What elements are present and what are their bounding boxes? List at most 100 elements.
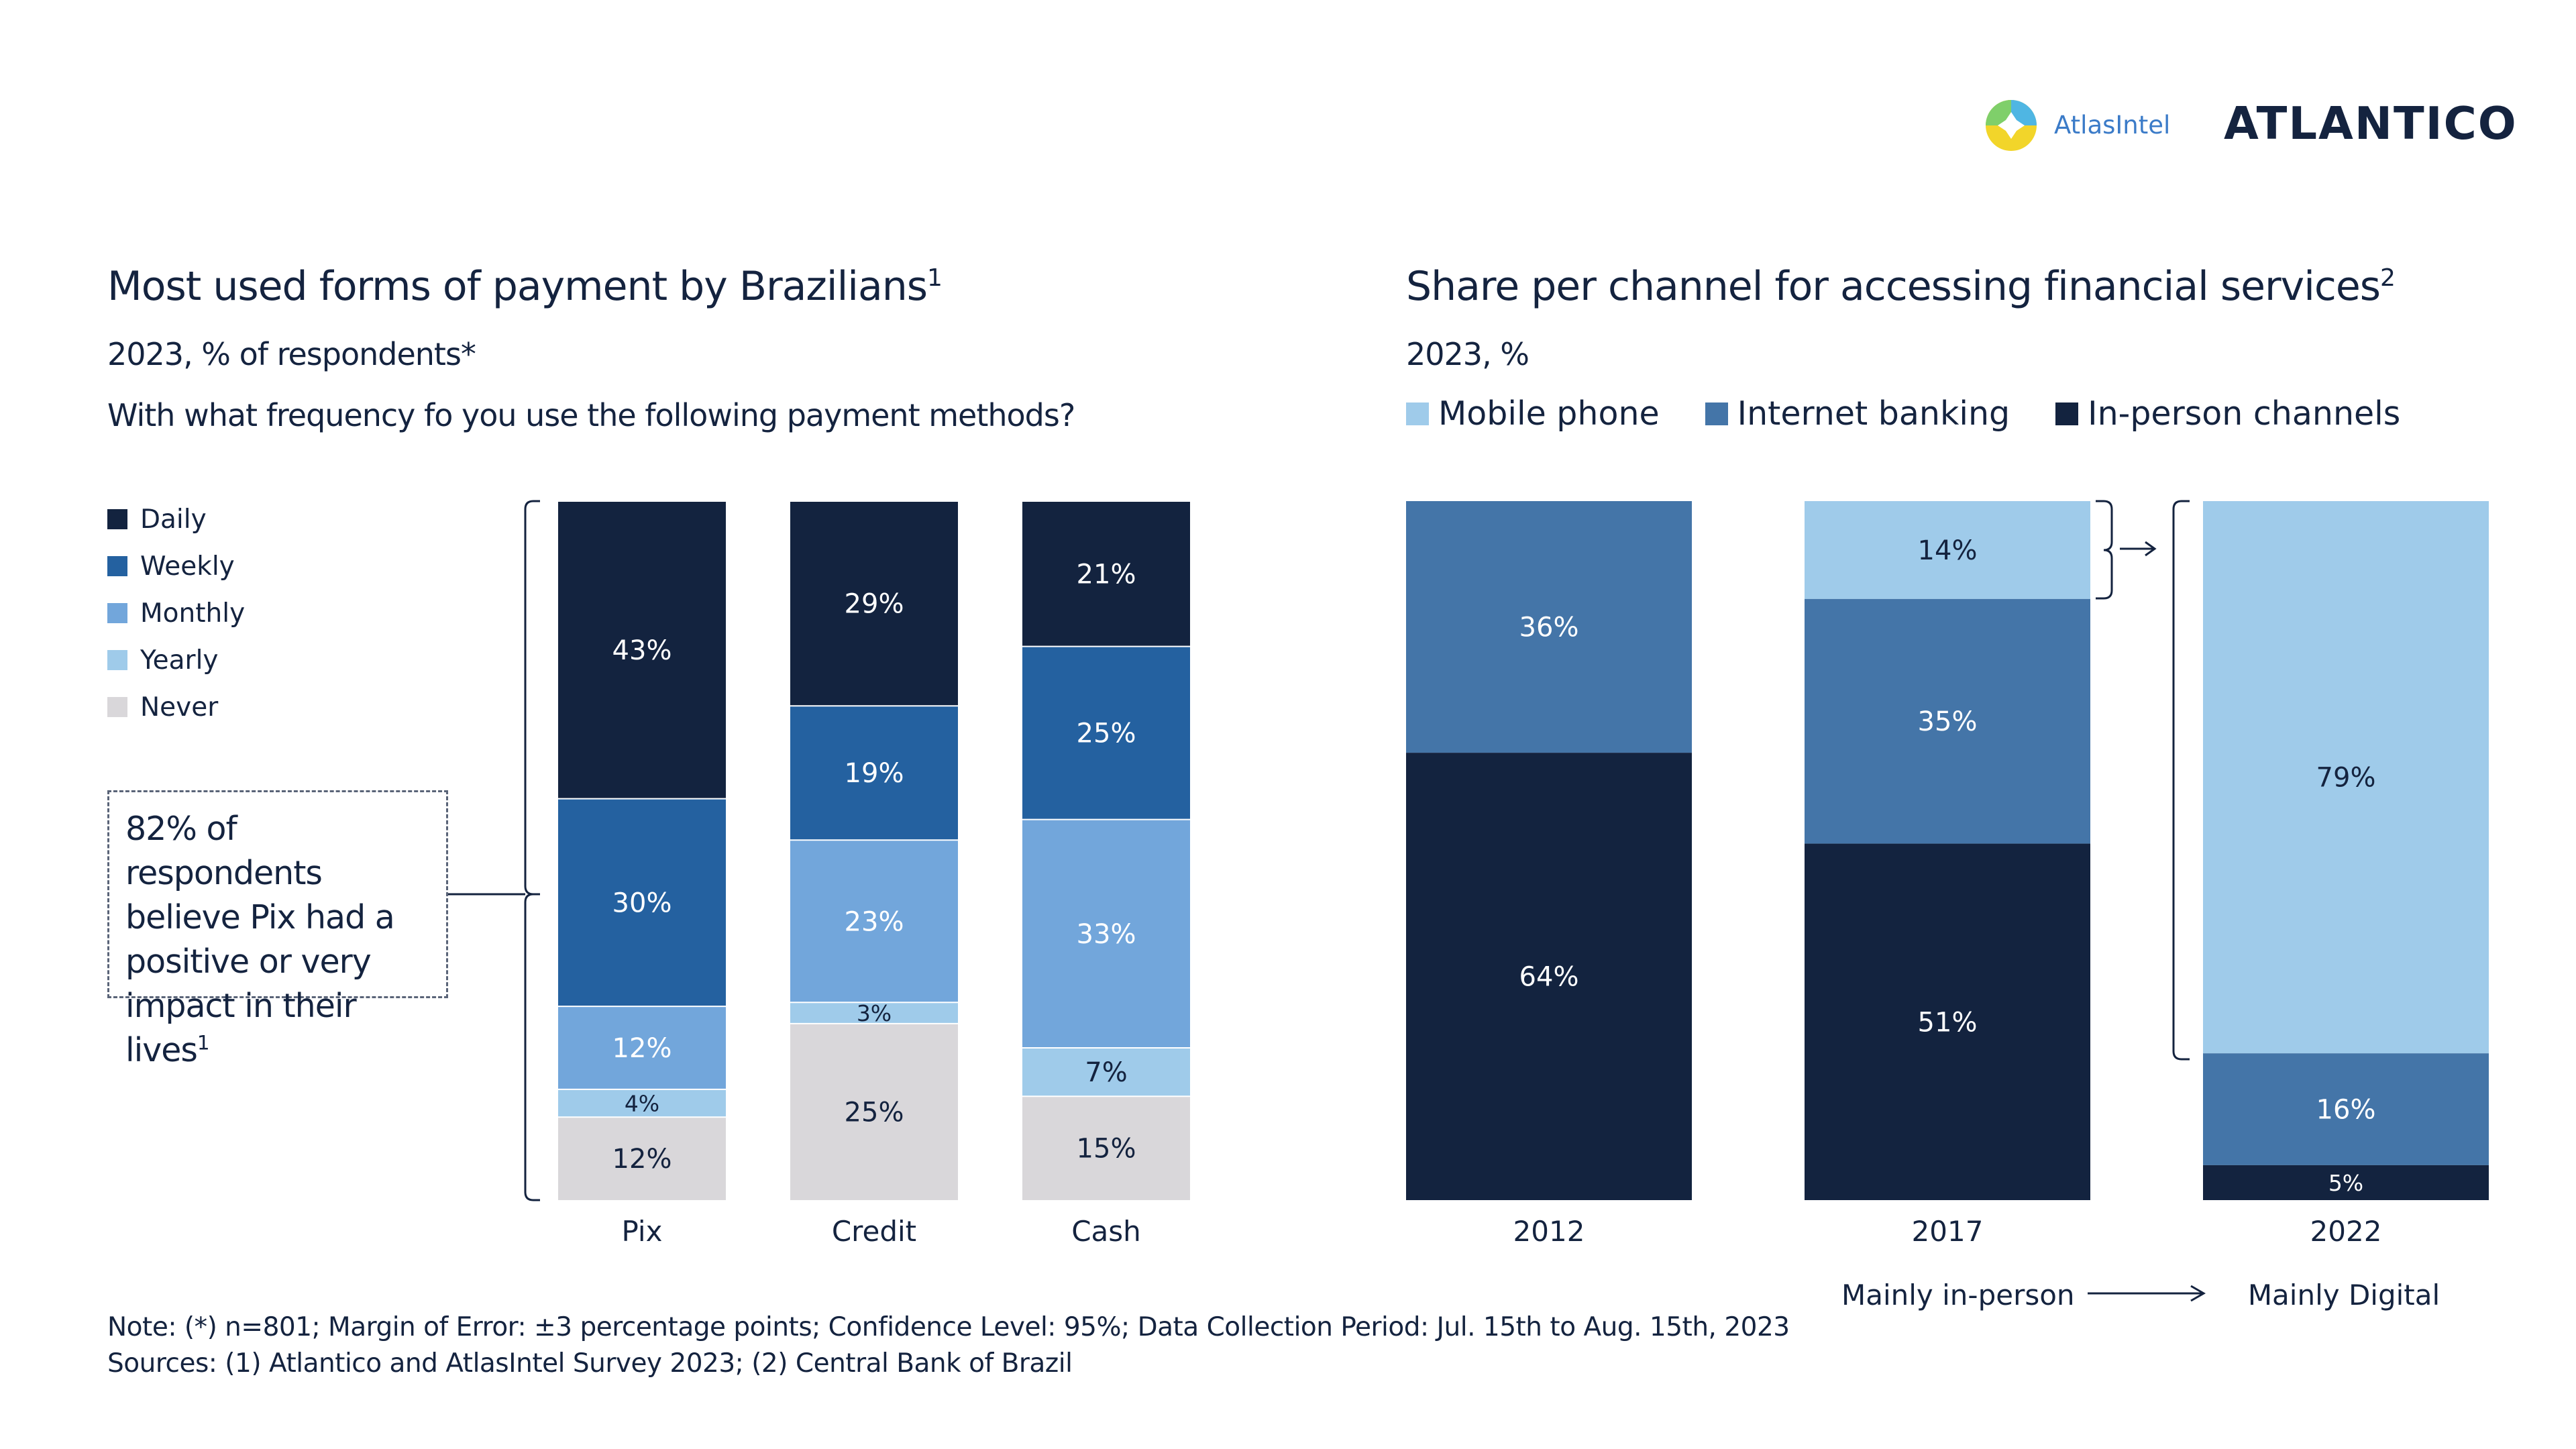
data-label-2017-in-person-channels: 51% [1918, 1007, 1978, 1038]
bar-segment-2017-internet-banking [1805, 598, 2090, 844]
category-label-2017: 2017 [1912, 1215, 1984, 1248]
category-label-pix: Pix [622, 1215, 663, 1248]
legend-label: Weekly [140, 551, 235, 582]
digital-shift-arrow-icon [2190, 1285, 2206, 1302]
legend-item-internet-banking: Internet banking [1705, 394, 2010, 433]
bar-segment-cash-never [1022, 1096, 1190, 1200]
bar-segment-cash-weekly [1022, 646, 1190, 820]
legend-item-daily: Daily [107, 502, 245, 536]
legend-label: Never [140, 692, 219, 722]
legend-swatch-in-person [2055, 402, 2079, 425]
footnote-sources: Sources: (1) Atlantico and AtlasIntel Su… [107, 1348, 1073, 1379]
bar-segment-pix-never [558, 1117, 726, 1200]
data-label-credit-never: 25% [845, 1097, 904, 1128]
data-label-pix-monthly: 12% [612, 1033, 672, 1064]
bar-segment-cash-monthly [1022, 819, 1190, 1049]
pix-impact-callout-footnote: 1 [197, 1031, 210, 1055]
bracket-arrow-icon [2145, 541, 2157, 557]
legend-item-in-person: In-person channels [2055, 394, 2400, 433]
mainly-in-person-label: Mainly in-person [1841, 1279, 2075, 1311]
atlasintel-logo-icon [1986, 100, 2037, 151]
data-label-2022-internet-banking: 16% [2316, 1095, 2376, 1126]
legend-item-weekly: Weekly [107, 549, 245, 583]
data-label-credit-weekly: 19% [845, 758, 904, 789]
payment-frequency-chart: 43% 30% 12% 4% 12% Pix 29% 19% 23% 3% 25% Credit 21%… [558, 500, 1190, 1248]
data-label-pix-weekly: 30% [612, 888, 672, 918]
bar-segment-2017-mobile-phone [1805, 501, 2090, 599]
left-chart-subtitle: 2023, % of respondents* [107, 336, 476, 372]
left-chart-title-footnote: 1 [927, 264, 943, 292]
data-label-pix-never: 12% [612, 1144, 672, 1175]
category-label-cash: Cash [1071, 1215, 1141, 1248]
legend-item-monthly: Monthly [107, 596, 245, 630]
atlantico-logo: ATLANTICO [2224, 97, 2518, 150]
data-label-2022-in-person-channels: 5% [2328, 1170, 2363, 1196]
bar-segment-credit-yearly [790, 1002, 958, 1024]
category-label-credit: Credit [832, 1215, 916, 1248]
data-label-cash-daily: 21% [1077, 559, 1136, 590]
right-chart-subtitle: 2023, % [1406, 336, 1529, 372]
bar-segment-2022-in-person-channels [2203, 1165, 2489, 1200]
data-label-cash-monthly: 33% [1077, 919, 1136, 950]
bar-segment-2017-in-person-channels [1805, 843, 2090, 1200]
left-chart-question: With what frequency fo you use the follo… [107, 397, 1075, 433]
atlasintel-logo: AtlasIntel [1984, 97, 2179, 151]
channel-share-chart: 36% 64% 2012 14% 35% 51% 2017 79% 16% 5% 2022 [1406, 501, 2489, 1248]
bar-segment-pix-monthly [558, 1006, 726, 1089]
bar-segment-credit-weekly [790, 706, 958, 841]
bar-segment-pix-yearly [558, 1089, 726, 1118]
legend-swatch-never [107, 697, 127, 717]
data-label-2012-internet-banking: 36% [1519, 612, 1579, 643]
legend-label: Monthly [140, 598, 246, 629]
left-legend: Daily Weekly Monthly Yearly Never [107, 502, 245, 724]
legend-swatch-weekly [107, 556, 127, 576]
legend-item-never: Never [107, 690, 245, 724]
legend-swatch-monthly [107, 603, 127, 623]
legend-item-mobile-phone: Mobile phone [1406, 394, 1660, 433]
left-chart-title: Most used forms of payment by Brazilians… [107, 263, 943, 310]
legend-label: Daily [140, 504, 207, 535]
pix-impact-callout: 82% of respondents believe Pix had a pos… [107, 790, 448, 1069]
bar-segment-cash-daily [1022, 501, 1190, 647]
category-label-2012: 2012 [1513, 1215, 1585, 1248]
bar-segment-pix-weekly [558, 798, 726, 1007]
right-chart-title-text: Share per channel for accessing financia… [1406, 263, 2381, 310]
legend-label: Yearly [140, 645, 219, 676]
data-label-credit-monthly: 23% [845, 906, 904, 937]
right-legend: Mobile phone Internet banking In-person … [1406, 394, 2446, 433]
bar-segment-2022-mobile-phone [2203, 501, 2489, 1054]
bar-segment-2012-in-person-channels [1406, 753, 1692, 1200]
legend-swatch-mobile-phone [1406, 402, 1429, 425]
left-chart-title-text: Most used forms of payment by Brazilians [107, 263, 928, 310]
data-label-cash-weekly: 25% [1077, 718, 1136, 749]
legend-label: In-person channels [2088, 394, 2401, 433]
data-label-2017-internet-banking: 35% [1918, 706, 1978, 737]
bar-segment-2012-internet-banking [1406, 501, 1692, 753]
right-chart-title: Share per channel for accessing financia… [1406, 263, 2396, 310]
legend-swatch-yearly [107, 650, 127, 670]
bar-segment-credit-never [790, 1023, 958, 1200]
data-label-2012-in-person-channels: 64% [1519, 962, 1579, 993]
category-label-2022: 2022 [2310, 1215, 2382, 1248]
footnote-note: Note: (*) n=801; Margin of Error: ±3 per… [107, 1312, 1790, 1342]
pix-bracket-lower [524, 893, 540, 1201]
data-label-cash-never: 15% [1077, 1134, 1136, 1165]
bar-segment-credit-monthly [790, 840, 958, 1003]
data-label-pix-yearly: 4% [625, 1091, 659, 1117]
legend-swatch-internet-banking [1705, 402, 1728, 425]
right-chart-title-footnote: 2 [2380, 264, 2396, 292]
data-label-credit-yearly: 3% [857, 1000, 892, 1026]
legend-swatch-daily [107, 509, 127, 529]
legend-label: Mobile phone [1438, 394, 1660, 433]
mobile-2022-bracket [2172, 500, 2190, 1061]
pix-impact-callout-text: 82% of respondents believe Pix had a pos… [125, 810, 395, 1069]
pix-bracket [524, 500, 540, 896]
data-label-pix-daily: 43% [612, 635, 672, 666]
atlasintel-logo-text: AtlasIntel [2054, 111, 2171, 140]
bar-segment-credit-daily [790, 501, 958, 706]
bar-segment-cash-yearly [1022, 1048, 1190, 1097]
legend-item-yearly: Yearly [107, 643, 245, 677]
bar-segment-2022-internet-banking [2203, 1053, 2489, 1165]
mobile-2017-bracket [2096, 500, 2113, 600]
